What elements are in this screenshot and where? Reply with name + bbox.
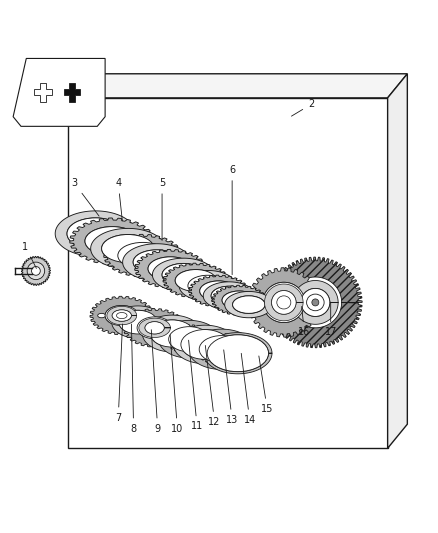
Polygon shape	[225, 292, 273, 318]
Polygon shape	[107, 306, 137, 325]
Polygon shape	[135, 249, 206, 288]
Ellipse shape	[301, 288, 330, 317]
Text: 13: 13	[224, 350, 238, 425]
Polygon shape	[142, 315, 202, 352]
Text: 16: 16	[298, 306, 311, 337]
Ellipse shape	[148, 257, 193, 280]
Polygon shape	[90, 296, 154, 335]
Polygon shape	[68, 74, 407, 98]
Text: 15: 15	[259, 356, 273, 414]
Text: 10: 10	[170, 335, 184, 433]
Polygon shape	[70, 218, 155, 264]
Ellipse shape	[112, 310, 131, 321]
Text: 2: 2	[291, 100, 314, 116]
Polygon shape	[123, 244, 191, 280]
Polygon shape	[13, 59, 105, 126]
Text: 5: 5	[159, 178, 165, 240]
Ellipse shape	[133, 250, 180, 274]
Ellipse shape	[277, 296, 291, 309]
Polygon shape	[139, 318, 170, 337]
Ellipse shape	[181, 329, 229, 359]
Text: 8: 8	[131, 324, 137, 433]
Polygon shape	[189, 275, 248, 307]
Ellipse shape	[117, 312, 127, 319]
Ellipse shape	[175, 270, 216, 292]
Ellipse shape	[207, 335, 268, 372]
Ellipse shape	[307, 294, 324, 311]
Ellipse shape	[32, 266, 40, 275]
Polygon shape	[204, 333, 272, 374]
Ellipse shape	[119, 310, 157, 334]
Ellipse shape	[233, 296, 265, 313]
Ellipse shape	[200, 281, 237, 301]
Text: 12: 12	[205, 345, 221, 427]
Polygon shape	[152, 258, 215, 292]
Ellipse shape	[150, 320, 194, 347]
Ellipse shape	[211, 286, 247, 305]
Text: 1: 1	[22, 242, 36, 269]
Ellipse shape	[162, 263, 205, 286]
Polygon shape	[248, 268, 320, 337]
Polygon shape	[64, 83, 81, 102]
Ellipse shape	[312, 299, 319, 306]
Polygon shape	[68, 98, 388, 448]
Polygon shape	[203, 282, 255, 310]
Ellipse shape	[67, 218, 124, 249]
Polygon shape	[265, 284, 303, 321]
Ellipse shape	[105, 305, 138, 326]
Text: 17: 17	[325, 302, 337, 337]
Polygon shape	[268, 257, 362, 348]
Text: 6: 6	[229, 165, 235, 274]
Ellipse shape	[169, 327, 210, 352]
Ellipse shape	[98, 313, 106, 318]
Polygon shape	[112, 306, 164, 338]
Ellipse shape	[199, 336, 244, 363]
Ellipse shape	[137, 317, 172, 339]
Text: 11: 11	[189, 340, 203, 431]
Polygon shape	[34, 83, 52, 102]
Polygon shape	[212, 285, 267, 315]
Text: 4: 4	[115, 178, 122, 221]
Polygon shape	[179, 270, 236, 301]
Polygon shape	[95, 311, 109, 320]
Ellipse shape	[222, 291, 256, 310]
Text: 3: 3	[71, 178, 99, 216]
Polygon shape	[293, 280, 338, 324]
Ellipse shape	[188, 275, 227, 296]
Polygon shape	[159, 320, 220, 358]
Polygon shape	[124, 309, 186, 347]
Ellipse shape	[145, 322, 164, 334]
Polygon shape	[104, 235, 182, 277]
Polygon shape	[91, 229, 165, 269]
Ellipse shape	[118, 243, 168, 269]
Text: 7: 7	[115, 324, 123, 423]
Ellipse shape	[272, 290, 296, 314]
Polygon shape	[188, 329, 255, 369]
Polygon shape	[21, 256, 50, 285]
Text: 9: 9	[151, 330, 161, 433]
Ellipse shape	[102, 235, 154, 263]
Text: 14: 14	[241, 353, 256, 425]
Ellipse shape	[27, 262, 45, 280]
Ellipse shape	[263, 282, 305, 322]
Polygon shape	[163, 263, 229, 298]
Polygon shape	[173, 325, 237, 364]
Polygon shape	[55, 211, 136, 256]
Ellipse shape	[85, 227, 139, 255]
Polygon shape	[388, 74, 407, 448]
